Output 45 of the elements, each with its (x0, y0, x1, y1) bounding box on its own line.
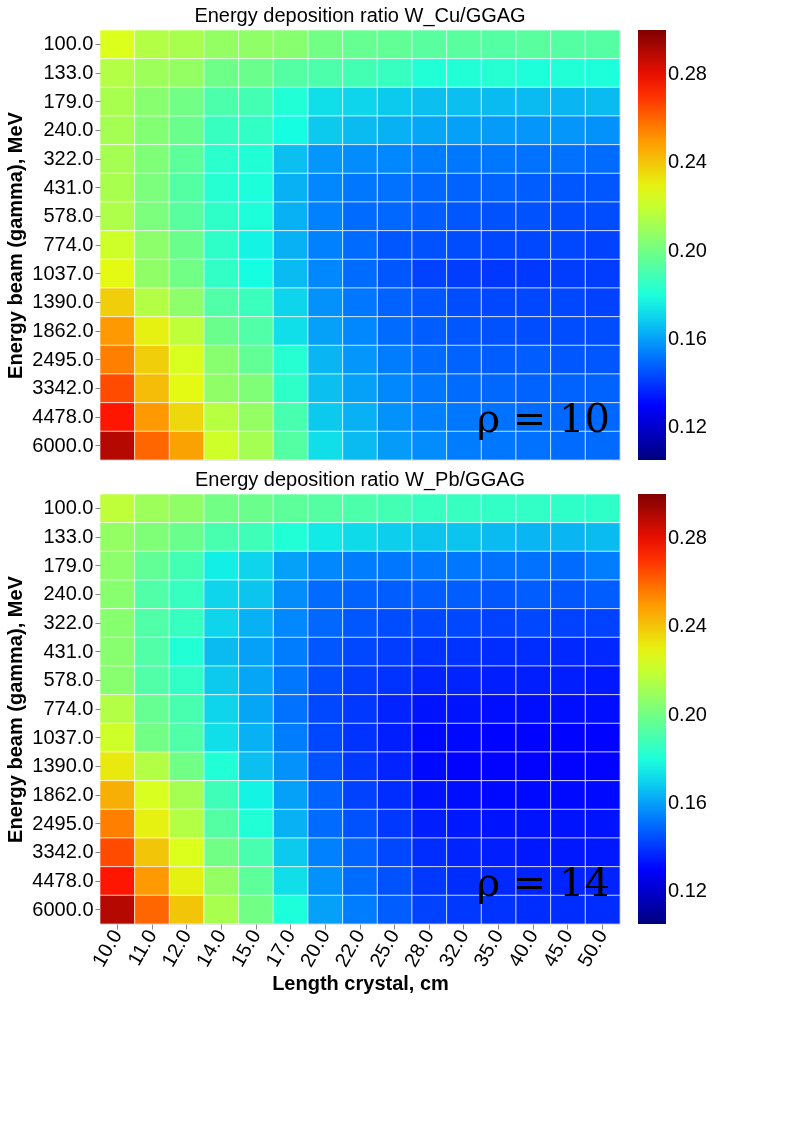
chart-title: Energy deposition ratio W_Pb/GGAG (194, 467, 526, 491)
y-tick-label: 100.0 (43, 32, 94, 55)
y-tick-label: 179.0 (43, 553, 94, 576)
y-tick-label: 6000.0 (32, 897, 94, 920)
color-bar-label: 0.12 (668, 414, 707, 437)
y-tick-label: 4478.0 (32, 869, 94, 891)
y-tick-label: 4478.0 (32, 405, 94, 427)
y-tick-label: 3342.0 (32, 376, 94, 399)
y-tick-label: 322.0 (43, 611, 94, 633)
color-bar-label: 0.28 (668, 62, 707, 85)
y-tick-label: 6000.0 (32, 433, 94, 456)
y-tick-label: 578.0 (43, 668, 94, 691)
y-tick-label: 240.0 (43, 118, 94, 141)
y-tick-label: 774.0 (43, 233, 94, 255)
y-tick-label: 100.0 (43, 496, 94, 519)
y-tick-label: 322.0 (43, 147, 94, 169)
color-bar-label: 0.20 (668, 702, 707, 725)
y-tick-label: 133.0 (43, 525, 94, 547)
y-tick-label: 1862.0 (32, 319, 94, 341)
y-tick-label: 1037.0 (32, 261, 94, 284)
color-bar-label: 0.28 (668, 526, 707, 549)
y-tick-label: 1390.0 (32, 754, 94, 777)
y-tick-label: 431.0 (43, 175, 94, 198)
y-tick-label: 179.0 (43, 89, 94, 112)
y-tick-label: 2495.0 (32, 347, 94, 370)
y-tick-label: 240.0 (43, 582, 94, 605)
y-tick-label: 1390.0 (32, 290, 94, 313)
y-tick-label: 774.0 (43, 697, 94, 719)
chart-title: Energy deposition ratio W_Cu/GGAG (194, 3, 526, 27)
y-axis-title: Energy beam (gamma), MeV (4, 575, 27, 843)
color-bar-label: 0.16 (668, 790, 707, 813)
y-tick-label: 431.0 (43, 639, 94, 662)
y-tick-label: 578.0 (43, 204, 94, 227)
color-bar-label: 0.16 (668, 326, 707, 349)
y-tick-label: 133.0 (43, 61, 94, 83)
x-axis-title: Length crystal, cm (272, 972, 449, 995)
y-tick-label: 1037.0 (32, 725, 94, 748)
y-axis-title: Energy beam (gamma), MeV (4, 111, 27, 379)
color-bar-label: 0.12 (668, 878, 707, 901)
y-tick-label: 3342.0 (32, 840, 94, 863)
color-bar-label: 0.20 (668, 238, 707, 261)
y-tick-label: 1862.0 (32, 783, 94, 805)
color-bar-label: 0.24 (668, 150, 707, 173)
y-tick-label: 2495.0 (32, 811, 94, 834)
color-bar-label: 0.24 (668, 614, 707, 637)
